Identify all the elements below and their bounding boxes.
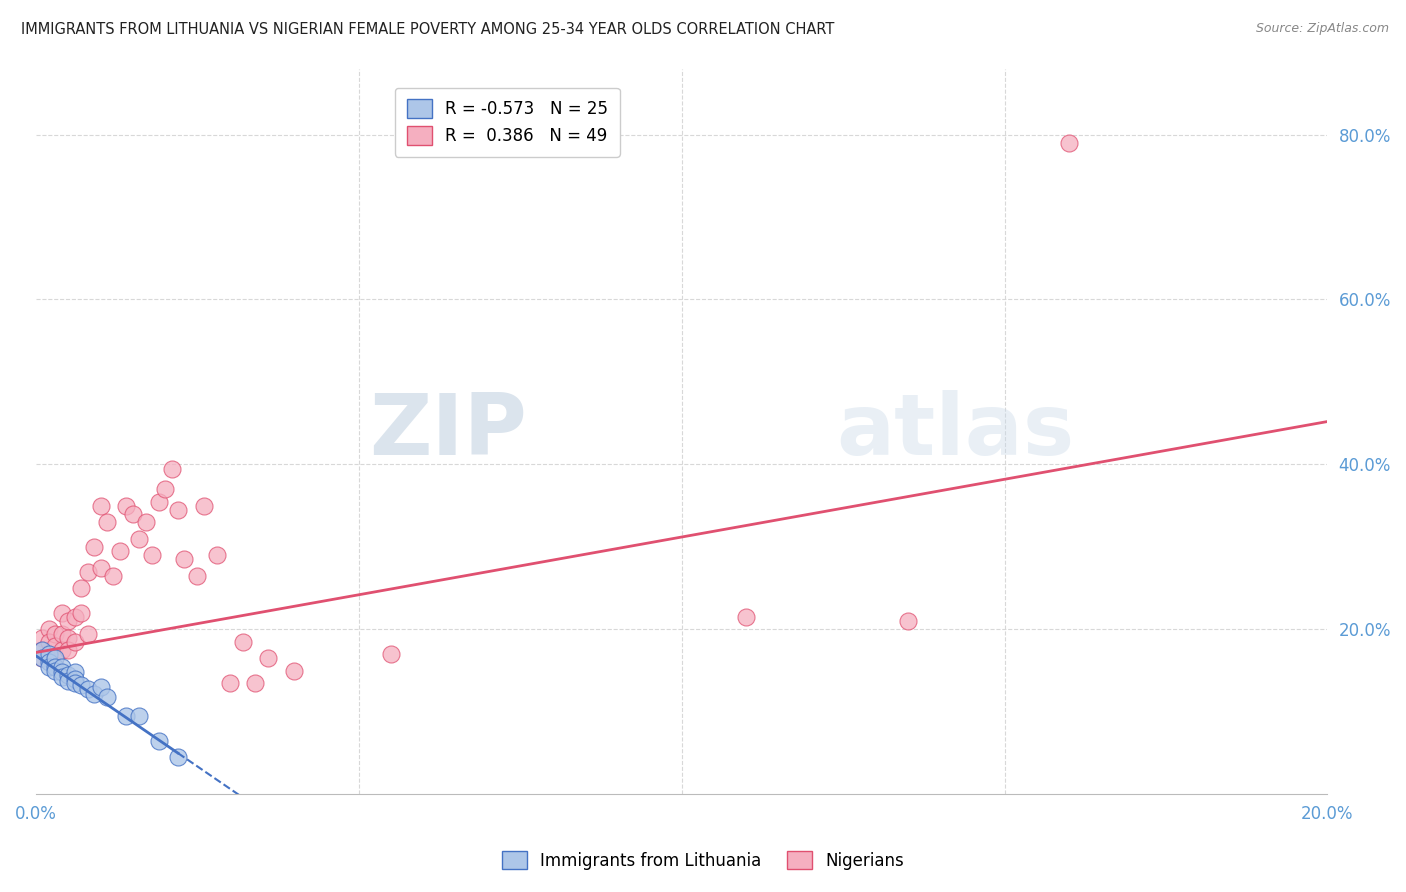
Point (51, 643, 73, 657)
Point (31, 643, 53, 657)
Point (96, 515, 118, 529)
Point (31, 643, 53, 657)
Point (51, 665, 73, 680)
Point (38, 647, 60, 661)
Point (128, 532, 150, 546)
Point (70, 606, 93, 620)
Point (44, 659, 66, 673)
Point (218, 676, 240, 690)
Point (38, 656, 60, 670)
Point (51, 606, 73, 620)
Point (89, 499, 111, 513)
Point (897, 614, 920, 628)
Point (44, 664, 66, 678)
Point (148, 494, 170, 508)
Point (83, 540, 105, 554)
Point (38, 647, 60, 661)
Point (148, 733, 170, 747)
Point (58, 667, 80, 681)
Point (31, 631, 53, 645)
Point (38, 623, 60, 637)
Text: atlas: atlas (837, 390, 1076, 473)
Point (83, 687, 105, 701)
Text: ZIP: ZIP (368, 390, 527, 473)
Text: IMMIGRANTS FROM LITHUANIA VS NIGERIAN FEMALE POVERTY AMONG 25-34 YEAR OLDS CORRE: IMMIGRANTS FROM LITHUANIA VS NIGERIAN FE… (21, 22, 835, 37)
Point (141, 548, 163, 562)
Point (173, 552, 195, 566)
Point (96, 690, 118, 704)
Point (76, 681, 98, 696)
Point (63, 610, 86, 624)
Point (63, 634, 86, 648)
Legend: Immigrants from Lithuania, Nigerians: Immigrants from Lithuania, Nigerians (495, 845, 911, 877)
Point (257, 651, 280, 665)
Point (51, 626, 73, 640)
Point (51, 670, 73, 684)
Text: Source: ZipAtlas.com: Source: ZipAtlas.com (1256, 22, 1389, 36)
Point (205, 548, 228, 562)
Point (89, 680, 111, 694)
Point (160, 461, 183, 475)
Point (58, 614, 80, 628)
Point (58, 673, 80, 688)
Point (108, 544, 131, 558)
Point (232, 634, 254, 648)
Point (63, 672, 86, 686)
Point (128, 709, 150, 723)
Point (51, 659, 73, 673)
Point (115, 709, 138, 723)
Point (76, 626, 98, 640)
Point (89, 560, 111, 574)
Point (70, 581, 93, 595)
Point (115, 499, 138, 513)
Point (38, 634, 60, 648)
Point (63, 665, 86, 680)
Point (186, 569, 208, 583)
Point (31, 651, 53, 665)
Point (70, 678, 93, 692)
Point (44, 651, 66, 665)
Point (167, 503, 190, 517)
Point (135, 515, 157, 529)
Point (283, 664, 305, 678)
Point (167, 750, 190, 764)
Point (44, 639, 66, 653)
Point (1057, 136, 1080, 150)
Point (44, 626, 66, 640)
Point (38, 659, 60, 673)
Point (63, 676, 86, 690)
Point (103, 569, 125, 583)
Point (76, 565, 98, 579)
Point (31, 651, 53, 665)
Point (121, 507, 143, 521)
Point (193, 499, 215, 513)
Point (58, 643, 80, 657)
Point (735, 610, 758, 624)
Point (245, 676, 267, 690)
Legend: R = -0.573   N = 25, R =  0.386   N = 49: R = -0.573 N = 25, R = 0.386 N = 49 (395, 87, 620, 157)
Point (153, 482, 176, 496)
Point (44, 651, 66, 665)
Point (58, 631, 80, 645)
Point (380, 647, 402, 661)
